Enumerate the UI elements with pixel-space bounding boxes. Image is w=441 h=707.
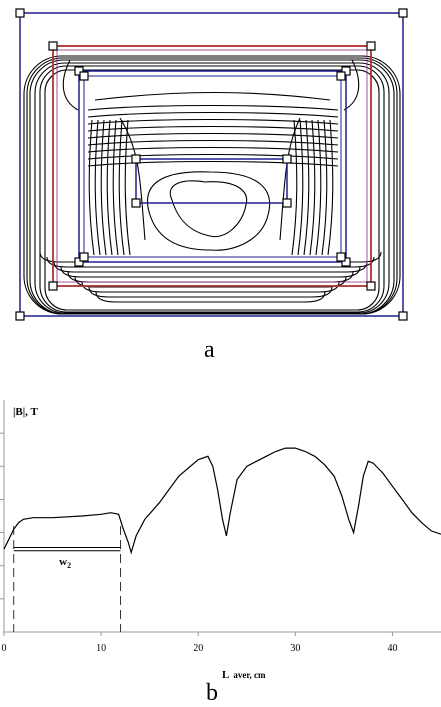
core-frame-outer	[78, 70, 347, 263]
vertex-marker	[79, 252, 89, 262]
contour-interior-line	[87, 118, 339, 125]
vertex-marker	[79, 71, 89, 81]
contour-interior-line	[87, 139, 339, 146]
contour-lines	[23, 55, 401, 315]
contour-ring	[29, 59, 395, 315]
contour-ring	[44, 69, 380, 311]
contour-center-loop	[146, 171, 271, 251]
coil-frame-red	[52, 45, 372, 287]
contour-side-line	[88, 119, 95, 256]
vertex-markers	[15, 8, 408, 321]
series-line	[3, 447, 441, 555]
vertex-marker	[336, 71, 346, 81]
contour-side-line	[100, 119, 107, 256]
panel-b-label: b	[206, 680, 218, 706]
contour-side-line	[303, 119, 310, 256]
contour-top-arc	[62, 59, 79, 111]
contour-interior-line	[87, 132, 339, 139]
contour-side-line	[112, 119, 119, 256]
coil-frame-purple	[56, 49, 368, 283]
vertex-marker	[15, 8, 25, 18]
contour-bottom-line	[46, 256, 375, 268]
contour-ring	[39, 65, 385, 313]
contour-interior-line	[87, 146, 339, 153]
outer-boundary-frame	[19, 12, 404, 317]
contour-side-line	[321, 119, 328, 256]
vertex-marker	[398, 8, 408, 18]
x-tick-label: 0	[2, 643, 7, 654]
x-tick-label: 20	[193, 643, 203, 654]
contour-side-line	[124, 119, 131, 256]
contour-side-line	[106, 119, 113, 256]
contour-bottom-line	[88, 286, 333, 298]
vertex-marker	[366, 41, 376, 51]
contour-ring	[34, 62, 390, 314]
contour-interior-line	[87, 111, 339, 118]
vertex-marker	[366, 281, 376, 291]
x-tick-marks	[3, 632, 393, 636]
vertex-marker	[282, 198, 292, 208]
vertex-marker	[131, 198, 141, 208]
contour-bottom-line	[53, 261, 368, 273]
vertex-marker	[336, 252, 346, 262]
contour-side-line	[119, 117, 146, 241]
contour-interior-line	[87, 104, 339, 111]
contour-side-line	[118, 119, 125, 256]
panel-a-label: a	[204, 337, 215, 363]
vertex-marker	[282, 154, 292, 164]
vertex-marker	[48, 281, 58, 291]
vertex-marker	[15, 311, 25, 321]
contour-center-loop	[169, 180, 248, 238]
core-window-frame	[135, 158, 288, 204]
w2-annotation: w2	[13, 525, 122, 632]
contour-top-arc	[94, 91, 331, 101]
contour-side-line	[327, 119, 334, 256]
contour-side-line	[291, 119, 298, 256]
contour-side-line	[309, 119, 316, 256]
vertex-marker	[48, 41, 58, 51]
vertex-marker	[398, 311, 408, 321]
vertex-marker	[74, 257, 84, 267]
y-axis-label: |B|, T	[13, 406, 38, 418]
vertex-marker	[131, 154, 141, 164]
x-tick-label: 10	[96, 643, 106, 654]
vertex-marker	[341, 66, 351, 76]
y-tick-marks	[0, 432, 4, 600]
x-tick-label: 30	[290, 643, 300, 654]
contour-top-arc	[343, 59, 360, 111]
field-contour-diagram	[15, 8, 408, 321]
contour-bottom-line	[81, 281, 340, 293]
x-tick-labels: 0 10 20 30 40	[2, 643, 398, 654]
w2-label: w2	[59, 556, 71, 570]
contour-bottom-line	[60, 266, 361, 278]
vertex-marker	[74, 66, 84, 76]
contour-interior-line	[87, 125, 339, 132]
vertex-marker	[341, 257, 351, 267]
contour-side-line	[315, 119, 322, 256]
core-frame-outer-inner	[83, 75, 342, 258]
contour-ring	[23, 55, 401, 315]
contour-side-line	[297, 119, 304, 256]
contour-side-line	[94, 119, 101, 256]
contour-bottom-line	[95, 291, 326, 303]
x-tick-label: 40	[387, 643, 397, 654]
